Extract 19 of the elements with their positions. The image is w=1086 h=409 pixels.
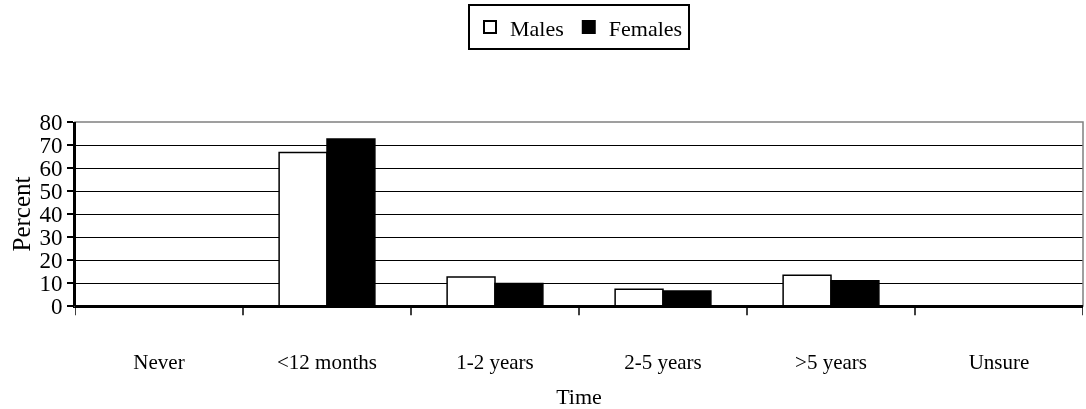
x-tick-label: >5 years xyxy=(795,350,867,375)
y-tick-label: 40 xyxy=(39,202,63,228)
y-tick-label: 70 xyxy=(39,133,63,159)
y-tick-label: 80 xyxy=(39,110,63,136)
x-tick-label: Unsure xyxy=(968,350,1030,375)
y-tick-label: 60 xyxy=(39,156,63,182)
x-tick-label: <12 months xyxy=(277,350,377,375)
y-tick-label: 50 xyxy=(39,179,63,205)
y-tick-label: 10 xyxy=(39,271,63,297)
x-tick-label: 2-5 years xyxy=(624,350,702,375)
y-tick-label: 20 xyxy=(39,248,63,274)
y-tick-label: 0 xyxy=(50,294,63,320)
y-axis-title: Percent xyxy=(7,176,35,252)
x-tick-label: 1-2 years xyxy=(456,350,534,375)
legend-label: Females xyxy=(608,15,683,41)
y-tick-label: 30 xyxy=(39,225,63,251)
legend-label: Males xyxy=(510,15,564,41)
x-tick-label: Never xyxy=(133,350,185,375)
x-axis-title: Time xyxy=(556,384,602,409)
